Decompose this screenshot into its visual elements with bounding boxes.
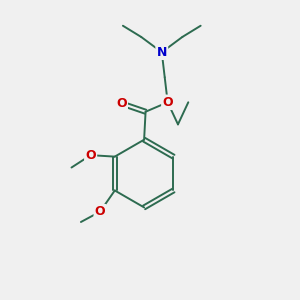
Text: O: O [116,97,127,110]
Text: O: O [95,205,105,218]
Text: N: N [157,46,167,59]
Text: O: O [85,149,96,162]
Text: O: O [162,96,173,109]
